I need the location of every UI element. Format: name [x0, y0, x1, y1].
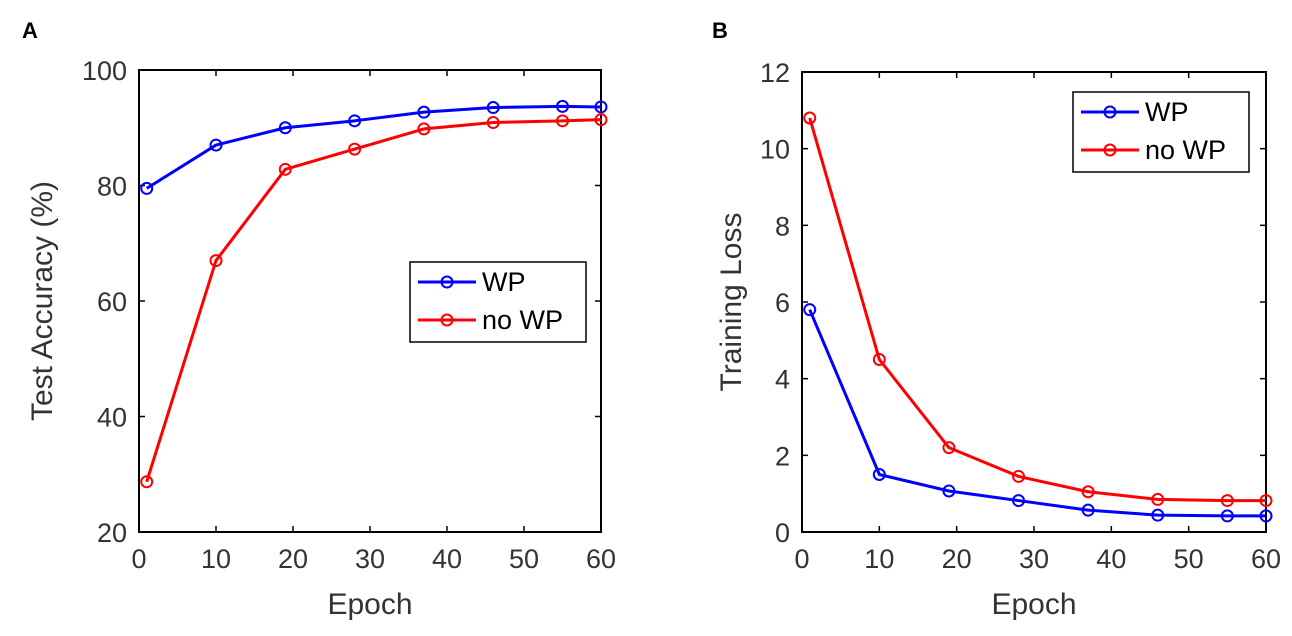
data-point-no-wp: [594, 113, 608, 127]
x-tick-label: 60: [586, 544, 616, 574]
data-point-wp: [486, 101, 500, 115]
x-tick-label: 30: [355, 544, 385, 574]
y-tick-label: 10: [760, 135, 790, 165]
x-tick-label: 60: [1251, 544, 1281, 574]
y-tick-label: 2: [775, 441, 790, 471]
x-tick-label: 50: [509, 544, 539, 574]
legend-label-wp: WP: [1145, 97, 1189, 127]
y-tick-label: 100: [82, 56, 127, 86]
legend-marker-wp: [440, 275, 454, 289]
panel-label: A: [22, 18, 38, 43]
data-point-wp: [1081, 503, 1095, 517]
data-point-no-wp: [140, 475, 154, 489]
x-axis-label: Epoch: [991, 588, 1076, 621]
data-point-wp: [140, 181, 154, 195]
data-point-no-wp: [278, 162, 292, 176]
legend-label-no-wp: no WP: [482, 305, 563, 335]
y-axis-label: Training Loss: [715, 213, 748, 392]
series-line-wp: [808, 309, 1266, 518]
series-line-wp: [145, 104, 602, 190]
series-line-no-wp: [808, 117, 1266, 503]
legend: WP no WP: [409, 261, 587, 343]
data-point-wp: [1220, 509, 1234, 523]
data-point-no-wp: [1259, 494, 1273, 508]
panel-a: A 0 10 20 30 40 50 60 20 40 60 80 100 Epoch Test Accur…: [22, 18, 616, 621]
data-point-no-wp: [942, 441, 956, 455]
data-point-no-wp: [209, 254, 223, 268]
data-point-no-wp: [803, 111, 817, 125]
x-tick-label: 20: [278, 544, 308, 574]
x-tick-label: 0: [794, 544, 809, 574]
data-point-wp: [942, 484, 956, 498]
data-point-no-wp: [556, 114, 569, 128]
y-tick-label: 8: [775, 211, 790, 241]
panel-b: B 0 10 20 30 40 50 60 0 2 4 6 8 10 12 Epoch Training Los…: [712, 18, 1281, 621]
data-point-no-wp: [1151, 492, 1165, 506]
data-point-wp: [1151, 508, 1165, 522]
data-point-no-wp: [1081, 485, 1095, 499]
x-tick-label: 30: [1019, 544, 1049, 574]
data-point-wp: [556, 99, 569, 113]
panel-label: B: [712, 18, 728, 43]
y-tick-label: 6: [775, 288, 790, 318]
y-axis-label: Test Accuracy (%): [26, 181, 59, 421]
y-tick-label: 0: [775, 518, 790, 548]
y-tick-label: 12: [760, 58, 790, 88]
legend-box: [1072, 91, 1250, 173]
data-point-wp: [278, 121, 292, 135]
x-tick-label: 10: [201, 544, 231, 574]
data-point-no-wp: [486, 116, 500, 130]
data-point-no-wp: [348, 142, 362, 156]
y-tick-label: 80: [97, 172, 127, 202]
legend-box: [409, 261, 587, 343]
x-tick-label: 0: [131, 544, 146, 574]
data-point-wp: [872, 468, 886, 481]
data-point-wp: [1012, 494, 1026, 508]
x-tick-label: 20: [942, 544, 972, 574]
y-tick-label: 60: [97, 287, 127, 317]
x-tick-label: 40: [432, 544, 462, 574]
x-tick-label: 50: [1174, 544, 1204, 574]
x-tick-label: 40: [1096, 544, 1126, 574]
data-point-wp: [594, 100, 608, 114]
data-point-wp: [348, 114, 362, 128]
y-tick-label: 20: [97, 518, 127, 548]
legend-label-no-wp: no WP: [1145, 135, 1226, 165]
data-point-no-wp: [872, 353, 886, 366]
legend-marker-no-wp: [1103, 143, 1117, 157]
data-point-wp: [1259, 509, 1273, 523]
data-point-no-wp: [1220, 494, 1234, 508]
x-tick-label: 10: [864, 544, 894, 574]
y-tick-label: 4: [775, 365, 790, 395]
legend-marker-wp: [1103, 105, 1117, 119]
legend-label-wp: WP: [482, 267, 526, 297]
y-tick-label: 40: [97, 403, 127, 433]
legend: WP no WP: [1072, 91, 1250, 173]
data-point-wp: [417, 105, 431, 119]
x-axis-label: Epoch: [327, 588, 412, 621]
legend-marker-no-wp: [440, 313, 454, 327]
data-point-wp: [209, 138, 223, 152]
data-point-no-wp: [417, 122, 431, 136]
data-point-wp: [803, 303, 817, 317]
series-line-no-wp: [145, 118, 602, 483]
data-point-no-wp: [1012, 469, 1026, 483]
